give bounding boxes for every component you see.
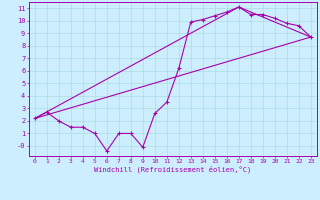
X-axis label: Windchill (Refroidissement éolien,°C): Windchill (Refroidissement éolien,°C) (94, 166, 252, 173)
